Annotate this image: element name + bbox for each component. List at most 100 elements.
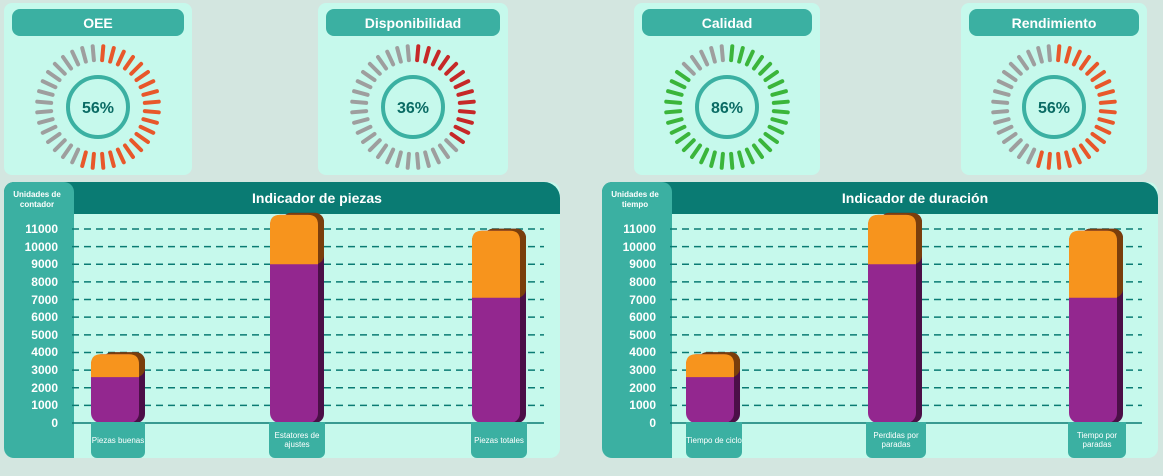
gauge-dial: 36% xyxy=(350,44,476,170)
gauge-tick xyxy=(699,147,710,165)
gauge-tick xyxy=(367,61,382,76)
y-tick-label: 2000 xyxy=(629,380,656,395)
gauge-tick xyxy=(996,79,1014,90)
gauge-title: Rendimiento xyxy=(969,9,1139,36)
gauge-tick xyxy=(352,89,370,97)
category-label: Estatores de ajustes xyxy=(274,431,320,449)
y-tick-label: 10000 xyxy=(622,239,656,254)
gauge-tick xyxy=(771,99,790,105)
gauge-tick xyxy=(449,131,465,144)
chart-title: Indicador de piezas xyxy=(252,190,382,206)
category-tab: Perdidas por paradas xyxy=(866,422,926,458)
gauge-tick xyxy=(664,99,683,105)
gauge-tick xyxy=(1064,46,1072,64)
gauge-tick xyxy=(61,143,74,159)
gauge-tick xyxy=(669,124,687,135)
gauge-tick xyxy=(1090,131,1106,144)
chart-panel-duracion: Unidades de tiempo Indicador de duración… xyxy=(602,182,1158,458)
gauge-tick xyxy=(1064,150,1072,168)
gauge-tick xyxy=(1094,124,1112,135)
gauge-tick xyxy=(993,89,1011,97)
gauge-tick xyxy=(751,55,764,71)
gauge-tick xyxy=(991,109,1010,115)
y-tick-label: 4000 xyxy=(31,345,58,360)
gauge-tick xyxy=(385,147,396,165)
gauge-tick xyxy=(1017,143,1030,159)
gauge-ring xyxy=(381,75,445,139)
gauge-card-rendimiento: Rendimiento 56% xyxy=(961,3,1147,175)
gauge-value: 56% xyxy=(1038,100,1070,117)
gauge-tick xyxy=(737,46,745,64)
gauge-tick xyxy=(90,44,96,63)
gauge-tick xyxy=(355,124,373,135)
gauge-tick xyxy=(122,143,135,159)
gauge-tick xyxy=(405,151,411,170)
y-tick-label: 3000 xyxy=(31,363,58,378)
gauge-tick xyxy=(1071,147,1082,165)
panel-header xyxy=(602,182,1158,214)
gauge-tick xyxy=(108,46,116,64)
gauge-dial: 56% xyxy=(991,44,1117,170)
gauge-value: 86% xyxy=(711,100,743,117)
gauge-tick xyxy=(361,70,377,83)
gauge-tick xyxy=(134,131,150,144)
bar-segment-top xyxy=(1069,230,1117,298)
gauge-tick xyxy=(751,143,764,159)
gauge-tick xyxy=(61,55,74,71)
gauge-tick xyxy=(1008,61,1023,76)
gauge-tick xyxy=(744,49,755,67)
gauge-tick xyxy=(771,109,790,115)
gauge-tick xyxy=(1078,55,1091,71)
gauge-tick xyxy=(395,150,403,168)
gauge-tick xyxy=(437,55,450,71)
gauge-tick xyxy=(709,150,717,168)
gauge-tick xyxy=(770,117,788,125)
gauge-tick xyxy=(142,109,161,115)
y-tick-label: 6000 xyxy=(629,310,656,325)
bar-segment-top xyxy=(270,214,318,265)
gauge-tick xyxy=(444,138,459,153)
gauge-tick xyxy=(40,124,58,135)
gauge-tick xyxy=(1017,55,1030,71)
y-tick-label: 4000 xyxy=(629,345,656,360)
category-label: Piezas buenas xyxy=(91,435,145,445)
gauge-tick xyxy=(52,61,67,76)
bar-chart xyxy=(670,212,1142,424)
y-tick-label: 9000 xyxy=(31,257,58,272)
gauge-tick xyxy=(1097,117,1115,125)
gauge-tick xyxy=(1085,138,1100,153)
gauge-tick xyxy=(719,151,725,170)
gauge-tick xyxy=(729,44,735,63)
gauge-tick xyxy=(350,109,369,115)
gauge-tick xyxy=(1046,44,1052,63)
gauge-tick xyxy=(1097,89,1115,97)
y-tick-label: 5000 xyxy=(31,327,58,342)
bar-segment-top xyxy=(91,354,139,378)
gauge-tick xyxy=(430,49,441,67)
gauge-tick xyxy=(35,109,54,115)
gauge-tick xyxy=(1002,70,1018,83)
gauge-tick xyxy=(770,89,788,97)
gauge-tick xyxy=(385,49,396,67)
gauge-tick xyxy=(129,138,144,153)
gauge-tick xyxy=(666,89,684,97)
gauge-tick xyxy=(758,61,773,76)
category-tab: Piezas buenas xyxy=(91,422,145,458)
category-label: Tiempo por paradas xyxy=(1076,431,1118,449)
gauge-title: OEE xyxy=(12,9,184,36)
gauge-tick xyxy=(729,151,735,170)
bar-chart xyxy=(72,212,544,424)
gauge-tick xyxy=(350,99,369,105)
y-tick-label: 0 xyxy=(649,416,656,430)
gauge-tick xyxy=(1046,151,1052,170)
gauge-tick xyxy=(100,151,106,170)
gauge-ring xyxy=(1022,75,1086,139)
gauge-tick xyxy=(767,124,785,135)
gauge-tick xyxy=(1056,151,1062,170)
gauge-tick xyxy=(52,138,67,153)
gauge-tick xyxy=(763,131,779,144)
y-tick-label: 2000 xyxy=(31,380,58,395)
gauge-tick xyxy=(122,55,135,71)
y-tick-label: 11000 xyxy=(623,222,656,236)
gauge-title: Calidad xyxy=(642,9,812,36)
